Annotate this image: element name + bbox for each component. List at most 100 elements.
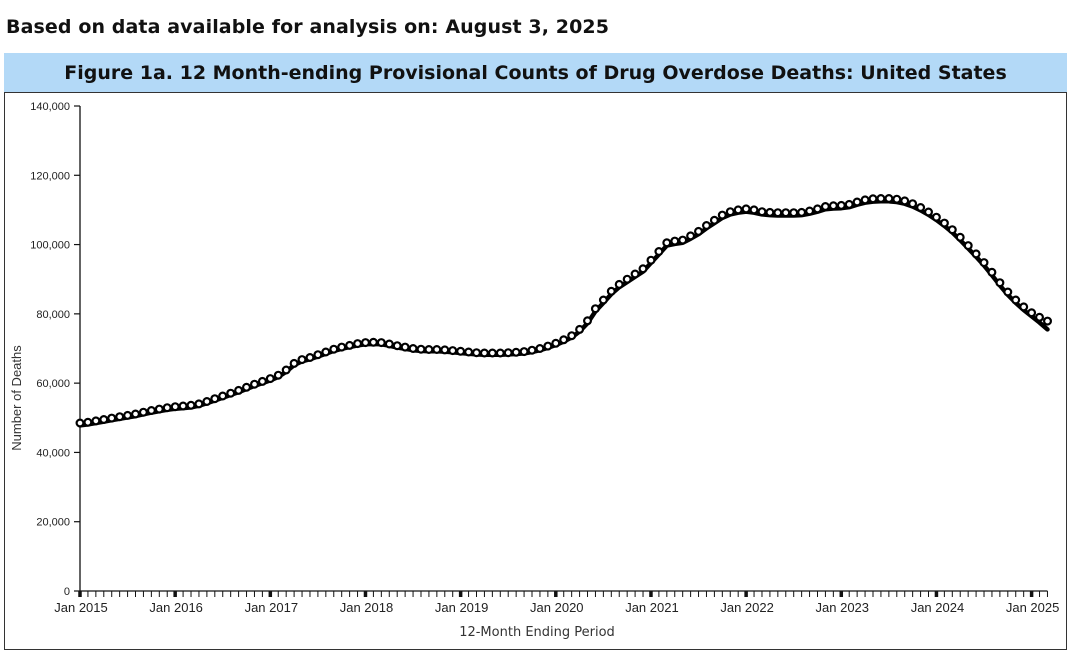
reported-point [654,247,664,257]
reported-point [701,221,711,231]
reported-point [789,208,799,218]
y-tick-label: 20,000 [36,517,70,529]
reported-point [900,196,910,206]
reported-point [487,348,497,358]
reported-point [210,394,220,404]
reported-point [432,345,442,355]
x-tick-label: Jan 2015 [54,600,108,615]
reported-point [234,385,244,395]
reported-point [472,348,482,358]
reported-point [598,295,608,305]
reported-point [551,338,561,348]
reported-point [693,226,703,236]
reported-point [75,418,85,428]
reported-point [527,345,537,355]
reported-point [464,347,474,357]
reported-point [884,194,894,204]
x-tick-label: Jan 2020 [530,600,584,615]
reported-point [1019,302,1029,312]
reported-point [963,241,973,251]
reported-point [384,339,394,349]
x-tick-label: Jan 2021 [625,600,679,615]
reported-point [939,218,949,228]
x-tick-label: Jan 2019 [435,600,489,615]
reported-point [559,335,569,345]
x-axis: Jan 2015 Jan 2016 Jan 2017 Jan 2018 Jan 2019… [54,590,1059,615]
reported-point [1027,308,1037,318]
figure-title: Figure 1a. 12 Month-ending Provisional C… [64,61,1007,84]
reported-point [138,407,148,417]
reported-point [337,342,347,352]
reported-point [1011,295,1021,305]
reported-point [154,404,164,414]
reported-point [733,205,743,215]
reported-point [115,412,125,422]
reported-point [820,202,830,212]
x-tick-label: Jan 2017 [245,600,299,615]
reported-point [678,235,688,245]
reported-point [250,379,260,389]
reported-point [400,342,410,352]
data-as-of-text: Based on data available for analysis on:… [6,16,610,38]
x-tick-label: Jan 2018 [340,600,394,615]
reported-point [91,416,101,426]
reported-point [376,338,386,348]
reported-point [361,338,371,348]
reported-point [670,236,680,246]
reported-point [575,324,585,334]
reported-point [836,200,846,210]
reported-point [630,269,640,279]
reported-point [519,347,529,357]
reported-point [416,344,426,354]
reported-point [844,199,854,209]
reported-point [971,249,981,259]
reported-point [606,286,616,296]
reported-point [479,348,489,358]
reported-point [1034,312,1044,322]
y-tick-label: 0 [64,586,70,598]
reported-point [178,401,188,411]
reported-point [908,199,918,209]
reported-point [273,370,283,380]
reported-point [955,232,965,242]
reported-point [218,391,228,401]
reported-point [638,264,648,274]
reported-point [345,340,355,350]
reported-point [852,197,862,207]
reported-point [916,203,926,213]
reported-point [226,388,236,398]
reported-point [1042,316,1052,326]
reported-point [646,255,656,265]
reported-point [424,345,434,355]
reported-point [321,347,331,357]
reported-point [757,207,767,217]
reported-point [99,415,109,425]
reported-point [805,206,815,216]
reported-point [773,208,783,218]
reported-point [979,258,989,268]
reported-point [289,358,299,368]
reported-point [448,346,458,356]
y-tick-label: 100,000 [30,240,70,252]
x-tick-label: Jan 2023 [816,600,870,615]
reported-point [265,374,275,384]
reported-point [83,417,93,427]
reported-point [725,207,735,217]
reported-point [535,344,545,354]
x-tick-label: Jan 2024 [911,600,965,615]
reported-point [1003,287,1013,297]
reported-point [353,339,363,349]
reported-point [590,304,600,314]
reported-point [686,231,696,241]
reported-point [709,215,719,225]
reported-point [511,347,521,357]
reported-point [392,341,402,351]
reported-point [828,201,838,211]
reported-point [305,353,315,363]
x-tick-label: Jan 2016 [149,600,203,615]
reported-point [662,238,672,248]
reported-point [131,409,141,419]
reported-point [440,345,450,355]
reported-point [765,207,775,217]
